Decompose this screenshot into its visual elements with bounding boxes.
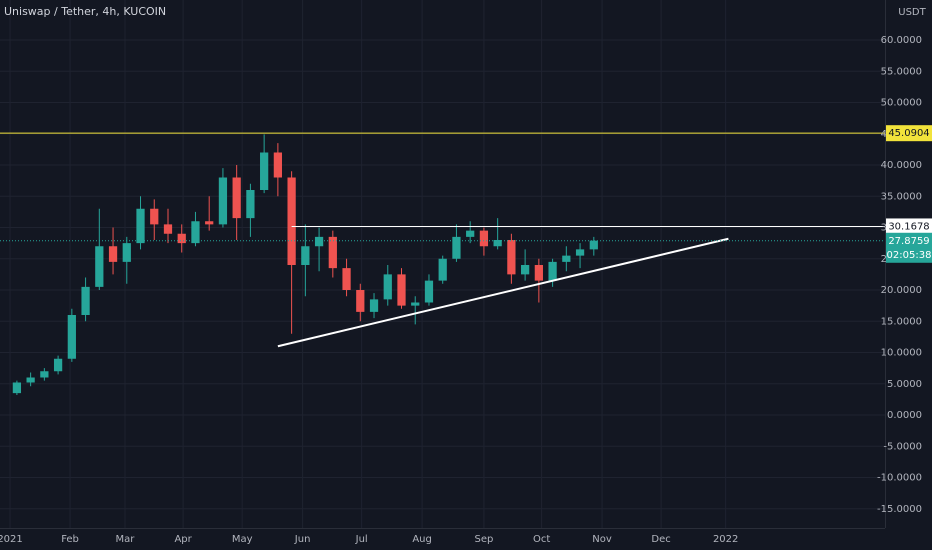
y-tick-label: -5.0000 [883, 441, 922, 452]
candle-body [452, 236, 461, 259]
candle-body [328, 236, 337, 269]
last-price-box [886, 232, 932, 263]
y-tick-label: -15.0000 [877, 504, 922, 515]
candle-body [562, 255, 571, 262]
grid [0, 0, 885, 528]
level-label: 45.0904 [888, 128, 929, 139]
unit-label: USDT [898, 7, 926, 18]
y-tick-label: 20.0000 [881, 285, 922, 296]
candle-body [150, 208, 159, 225]
candle-body [246, 190, 255, 219]
axes: -15.0000 -10.0000 -5.0000 0.0000 5.0000 10.00… [0, 35, 932, 545]
candle-body [81, 286, 90, 315]
chart-title: Uniswap / Tether, 4h, KUCOIN [4, 5, 166, 18]
x-tick-label: Feb [61, 534, 79, 545]
candle-body [218, 177, 228, 225]
candle-body [466, 230, 475, 237]
candle-body [136, 208, 145, 244]
y-tick-label: -10.0000 [877, 473, 922, 484]
candle-body [575, 249, 585, 256]
candle-body [287, 177, 296, 265]
y-tick-label: 55.0000 [881, 66, 922, 77]
y-tick-label: 15.0000 [881, 316, 922, 327]
plot [0, 132, 885, 395]
candle-body [356, 290, 365, 312]
candle-body [342, 268, 351, 290]
candle-body [438, 258, 447, 281]
y-tick-label: 60.0000 [881, 35, 922, 46]
candle-body [479, 230, 489, 247]
candle-body [12, 382, 22, 394]
candle-body [493, 240, 502, 247]
x-tick-label: Nov [592, 534, 612, 545]
x-tick-label: Jul [355, 534, 368, 545]
candle-body [40, 371, 49, 378]
x-tick-label: 2022 [713, 534, 738, 545]
candle-body [534, 265, 543, 281]
candle-body [122, 243, 131, 262]
candle-body [411, 302, 420, 306]
candle-body [177, 233, 186, 244]
x-tick-label: May [232, 534, 253, 545]
candle-body [273, 152, 282, 178]
x-tick-label: Aug [412, 534, 432, 545]
x-tick-label: Jun [294, 534, 311, 545]
candle-body [369, 299, 379, 312]
candle-body [383, 274, 392, 300]
x-tick-label: 2021 [0, 534, 23, 545]
candle-body [424, 280, 434, 303]
x-tick-label: Oct [533, 534, 550, 545]
candle-body [314, 236, 324, 247]
candle-body [26, 377, 35, 383]
candle-body [397, 274, 406, 306]
last-price-label: 27.8759 [888, 236, 929, 247]
candle-body [205, 221, 214, 225]
x-tick-label: Mar [116, 534, 136, 545]
candle-body [191, 221, 200, 244]
trendline [277, 237, 729, 348]
candle-body [548, 261, 557, 281]
candle-body [67, 315, 76, 359]
candle-body [301, 246, 310, 265]
y-tick-label: 40.0000 [881, 160, 922, 171]
level-label: 30.1678 [888, 221, 929, 232]
y-tick-label: 5.0000 [887, 379, 922, 390]
y-tick-label: 50.0000 [881, 98, 922, 109]
y-tick-label: 10.0000 [881, 348, 922, 359]
candle-body [95, 246, 104, 287]
y-tick-label: 0.0000 [887, 410, 922, 421]
level-label-box [886, 218, 932, 235]
candle-body [108, 246, 118, 262]
countdown-label: 02:05:38 [887, 250, 932, 261]
level-label-box [886, 125, 932, 142]
x-tick-label: Apr [174, 534, 192, 545]
candle-body [232, 177, 241, 219]
y-tick-label: 35.0000 [881, 191, 922, 202]
candle-body [163, 224, 173, 234]
candle-body [260, 152, 269, 190]
candle-body [507, 240, 516, 275]
x-tick-label: Dec [651, 534, 670, 545]
candle-body [53, 358, 63, 372]
candle-body [589, 240, 598, 250]
candle-body [521, 265, 530, 275]
x-tick-label: Sep [474, 534, 493, 545]
